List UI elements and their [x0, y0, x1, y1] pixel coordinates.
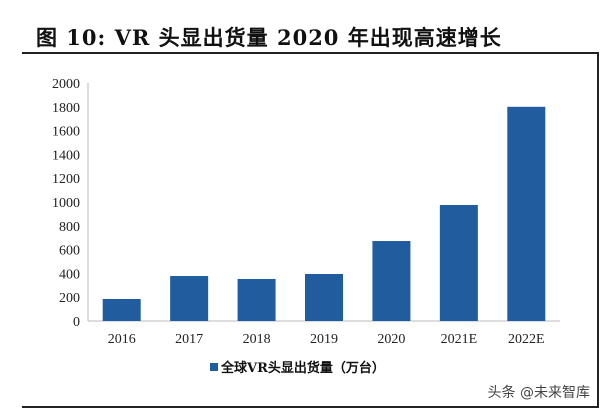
bar-2016: [102, 298, 141, 321]
x-tick-label: 2022E: [508, 332, 545, 347]
y-tick-label: 0: [73, 315, 80, 330]
watermark: 头条 @未来智库: [487, 385, 590, 401]
y-tick-label: 1400: [52, 148, 80, 163]
x-tick-label: 2016: [108, 332, 136, 347]
y-tick-label: 800: [59, 220, 80, 235]
y-tick-label: 600: [59, 244, 80, 259]
x-tick-label: 2019: [310, 332, 338, 347]
y-tick-label: 1800: [52, 101, 80, 116]
y-tick-label: 200: [59, 291, 80, 306]
legend-swatch: [210, 362, 218, 371]
legend-label: 全球VR头显出货量（万台）: [221, 361, 385, 376]
legend: 全球VR头显出货量（万台）: [210, 357, 385, 376]
bar-2021E: [439, 204, 478, 321]
x-tick-label: 2021E: [441, 332, 478, 347]
bar-2020: [372, 241, 411, 321]
y-tick-label: 400: [59, 267, 80, 282]
bar-2018: [237, 278, 276, 321]
figure-title: 图 10: VR 头显出货量 2020 年出现高速增长: [36, 25, 502, 50]
y-tick-label: 1000: [52, 196, 80, 211]
x-tick-label: 2020: [377, 332, 405, 347]
bar-2022E: [507, 106, 546, 321]
y-tick-label: 1200: [52, 172, 80, 187]
bar-2019: [305, 273, 343, 321]
y-tick-label: 1600: [52, 125, 80, 140]
x-tick-label: 2017: [175, 332, 203, 347]
x-tick-label: 2018: [243, 332, 271, 347]
bar-2017: [170, 276, 209, 321]
y-tick-label: 2000: [52, 77, 80, 92]
figure-frame: [22, 52, 599, 408]
